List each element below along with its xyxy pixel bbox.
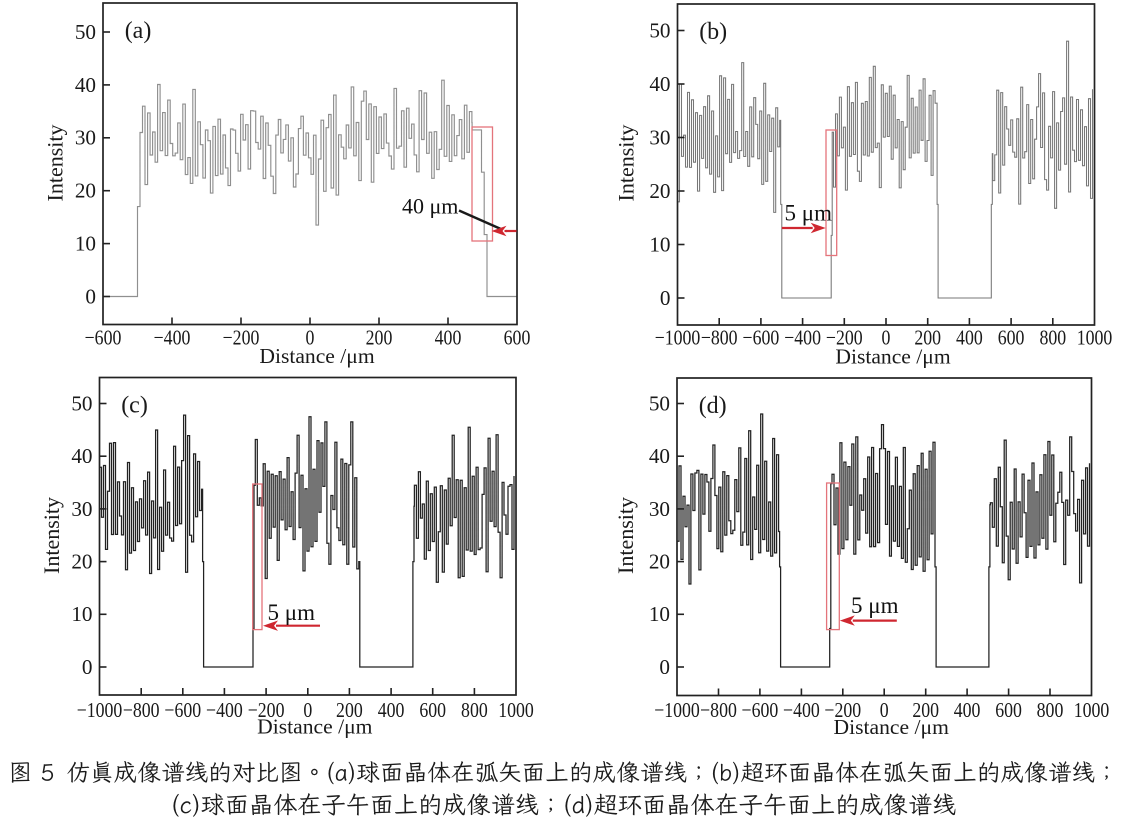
svg-text:1000: 1000 <box>1077 327 1113 350</box>
svg-text:800: 800 <box>461 700 488 723</box>
svg-text:−200: −200 <box>826 327 863 350</box>
svg-text:−600: −600 <box>742 700 779 723</box>
svg-text:0: 0 <box>85 284 96 308</box>
svg-text:400: 400 <box>378 700 405 723</box>
svg-text:50: 50 <box>75 20 96 44</box>
svg-text:0: 0 <box>306 327 315 350</box>
svg-text:Distance /μm: Distance /μm <box>257 715 373 739</box>
svg-text:−800: −800 <box>700 700 737 723</box>
svg-text:400: 400 <box>954 700 981 723</box>
svg-text:(a): (a) <box>125 18 152 44</box>
svg-text:800: 800 <box>1037 700 1064 723</box>
svg-text:−1000: −1000 <box>655 327 701 350</box>
svg-text:200: 200 <box>912 700 939 723</box>
svg-text:40 μm: 40 μm <box>402 194 458 219</box>
svg-text:0: 0 <box>303 700 312 723</box>
svg-text:0: 0 <box>882 327 891 350</box>
svg-text:Distance /μm: Distance /μm <box>835 345 951 369</box>
svg-text:10: 10 <box>71 602 92 626</box>
svg-text:−800: −800 <box>123 700 160 723</box>
svg-text:−1000: −1000 <box>77 700 123 723</box>
svg-text:0: 0 <box>659 655 670 679</box>
svg-text:−200: −200 <box>223 327 260 350</box>
svg-text:10: 10 <box>649 602 670 626</box>
svg-text:−400: −400 <box>206 700 243 723</box>
svg-text:40: 40 <box>75 73 96 97</box>
svg-text:Distance /μm: Distance /μm <box>259 344 375 368</box>
svg-text:5 μm: 5 μm <box>851 593 899 618</box>
svg-text:Intensity: Intensity <box>39 497 64 574</box>
svg-text:600: 600 <box>998 327 1025 350</box>
svg-text:0: 0 <box>880 700 889 723</box>
svg-text:Distance /μm: Distance /μm <box>834 715 950 739</box>
svg-text:40: 40 <box>649 72 670 96</box>
svg-text:200: 200 <box>336 700 363 723</box>
svg-text:30: 30 <box>71 497 92 521</box>
svg-text:5 μm: 5 μm <box>785 201 833 226</box>
svg-text:0: 0 <box>660 286 671 310</box>
svg-text:1000: 1000 <box>498 700 534 723</box>
svg-text:50: 50 <box>649 18 670 42</box>
svg-text:(c): (c) <box>121 392 148 418</box>
svg-text:(b): (b) <box>699 19 727 45</box>
svg-text:400: 400 <box>956 327 983 350</box>
svg-text:1000: 1000 <box>1074 700 1110 723</box>
svg-text:20: 20 <box>71 550 92 574</box>
svg-text:400: 400 <box>435 327 462 350</box>
svg-text:800: 800 <box>1039 327 1066 350</box>
svg-text:−1000: −1000 <box>654 700 700 723</box>
svg-text:−600: −600 <box>85 327 122 350</box>
svg-text:600: 600 <box>995 700 1022 723</box>
svg-text:−400: −400 <box>784 327 821 350</box>
svg-text:−600: −600 <box>743 327 780 350</box>
svg-text:Intensity: Intensity <box>613 125 638 202</box>
svg-text:(d): (d) <box>699 393 727 419</box>
svg-text:Intensity: Intensity <box>42 125 67 202</box>
svg-text:Intensity: Intensity <box>613 497 638 574</box>
svg-text:200: 200 <box>914 327 941 350</box>
svg-text:20: 20 <box>649 550 670 574</box>
svg-text:−400: −400 <box>154 327 191 350</box>
svg-text:200: 200 <box>366 327 393 350</box>
svg-text:600: 600 <box>504 327 531 350</box>
svg-text:−200: −200 <box>824 700 861 723</box>
svg-text:30: 30 <box>649 497 670 521</box>
svg-text:−200: −200 <box>248 700 285 723</box>
svg-text:30: 30 <box>649 125 670 149</box>
svg-text:−400: −400 <box>783 700 820 723</box>
svg-text:20: 20 <box>649 179 670 203</box>
svg-text:20: 20 <box>75 179 96 203</box>
svg-text:40: 40 <box>649 444 670 468</box>
svg-text:−600: −600 <box>164 700 201 723</box>
svg-text:10: 10 <box>649 232 670 256</box>
svg-text:30: 30 <box>75 126 96 150</box>
svg-text:10: 10 <box>75 232 96 256</box>
svg-text:600: 600 <box>419 700 446 723</box>
svg-text:0: 0 <box>82 655 93 679</box>
svg-text:50: 50 <box>71 391 92 415</box>
svg-text:50: 50 <box>649 391 670 415</box>
svg-text:40: 40 <box>71 444 92 468</box>
svg-text:−800: −800 <box>701 327 738 350</box>
svg-text:5 μm: 5 μm <box>268 600 316 625</box>
